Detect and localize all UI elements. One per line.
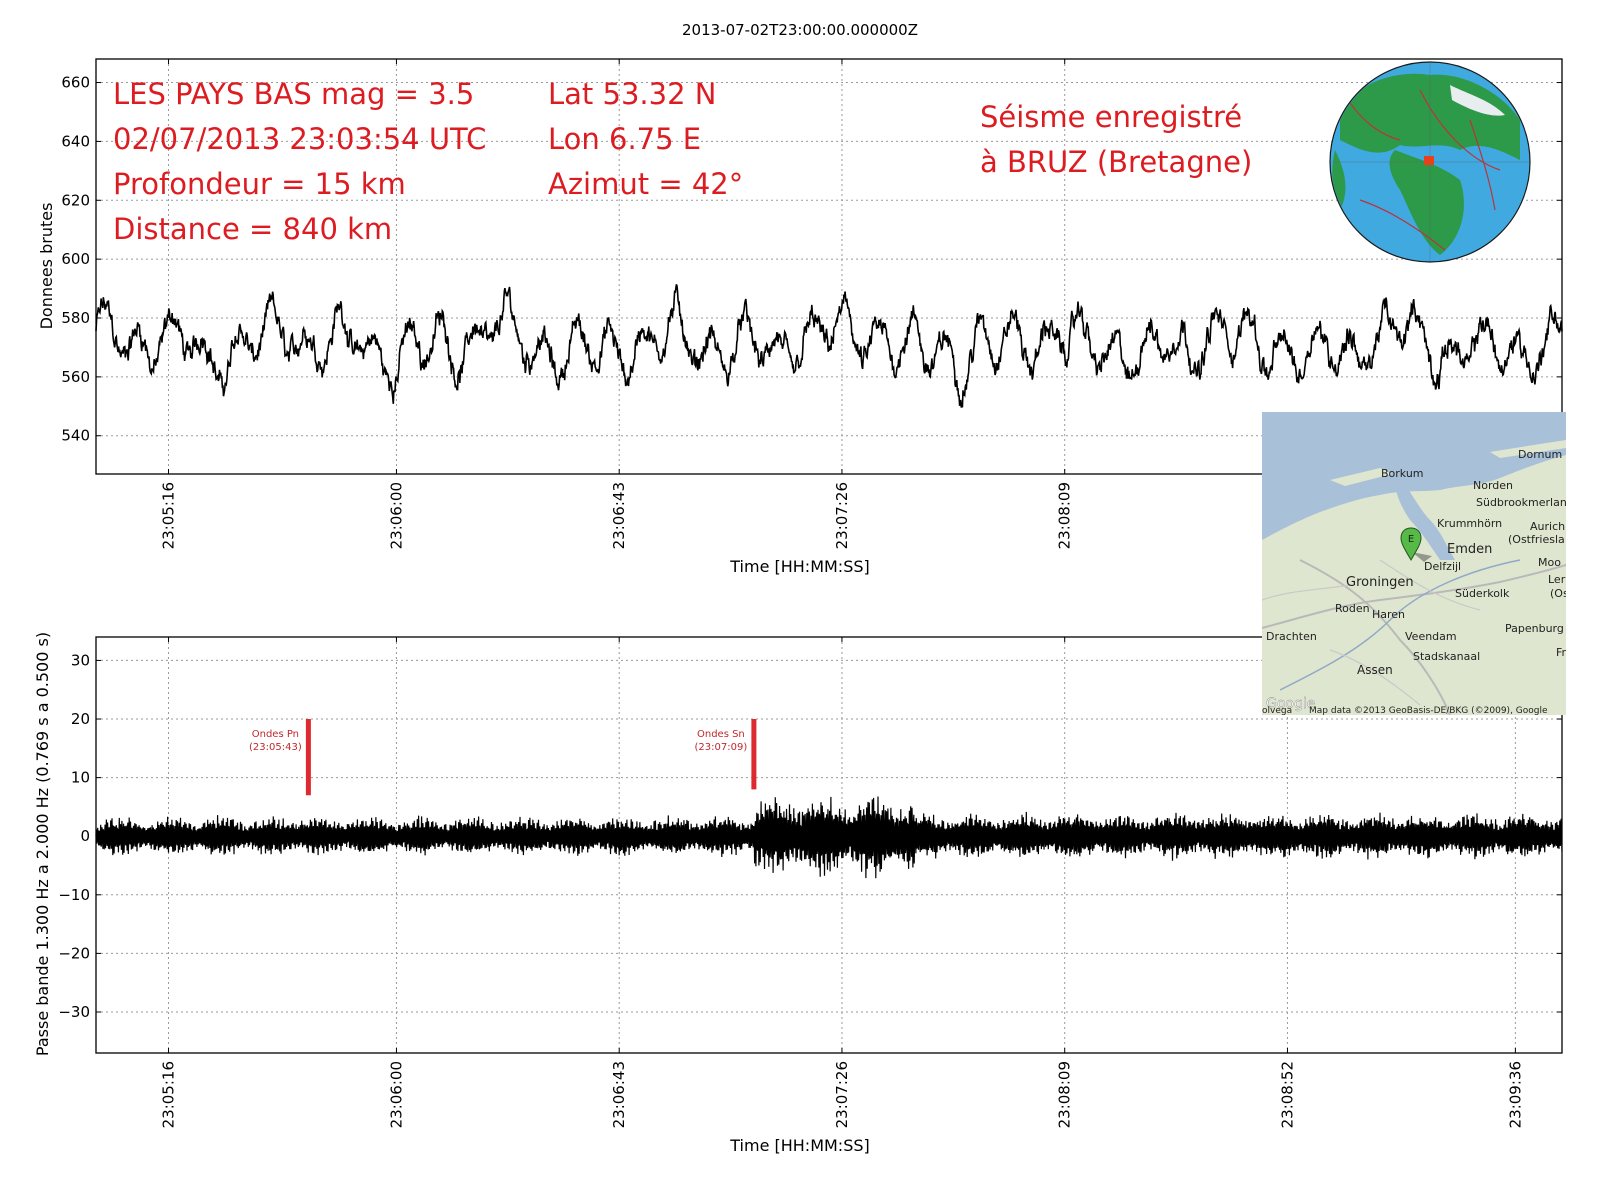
filtered-xlabel: Time [HH:MM:SS] [729, 1136, 870, 1155]
raw-ytick-label: 560 [61, 368, 90, 386]
raw-xtick-label: 23:08:09 [1056, 482, 1074, 549]
map-label-assen: Assen [1357, 663, 1393, 677]
filtered-xtick-label: 23:08:52 [1278, 1061, 1296, 1128]
map-label-emden: Emden [1447, 542, 1492, 557]
raw-trace [95, 284, 1563, 408]
map-label-ler: Ler [1548, 573, 1566, 586]
raw-xlabel: Time [HH:MM:SS] [729, 557, 870, 576]
map-label-haren: Haren [1372, 608, 1405, 621]
map-label-olvega: olvega [1262, 706, 1292, 716]
map-label-aurich: Aurich [1530, 520, 1565, 533]
lat-annotation: Lat 53.32 N [548, 77, 716, 111]
map-label-papenburg: Papenburg [1505, 622, 1564, 635]
map-label-fr: Fr [1556, 646, 1567, 659]
map-label-sudbrookmerland: Südbrookmerland [1476, 496, 1574, 509]
google-logo: Google [1266, 696, 1315, 712]
map-attribution: Map data ©2013 GeoBasis-DE/BKG (©2009), … [1309, 706, 1548, 716]
filtered-xtick-label: 23:07:26 [833, 1061, 851, 1128]
filtered-axes-frame [95, 636, 1563, 1054]
map-label-suderkolk: Süderkolk [1455, 587, 1510, 600]
map-pin-label: E [1408, 534, 1414, 545]
raw-ytick-label: 640 [61, 132, 90, 150]
map-label-ostfriesland: (Ostfriesla [1508, 533, 1565, 546]
raw-xtick-label: 23:06:00 [387, 482, 405, 549]
wave-marker-time: (23:07:09) [695, 742, 748, 753]
datetime-annotation: 02/07/2013 23:03:54 UTC [113, 122, 486, 156]
map-label-moo: Moo [1538, 556, 1561, 569]
filtered-xtick-label: 23:06:43 [610, 1061, 628, 1128]
map-label-delfzijl: Delfzijl [1424, 560, 1461, 573]
raw-ytick-label: 580 [61, 309, 90, 327]
filtered-ytick-label: 10 [71, 769, 90, 787]
depth-annotation: Profondeur = 15 km [113, 167, 406, 201]
globe-icon [1329, 61, 1531, 263]
filtered-xtick-label: 23:06:00 [387, 1061, 405, 1128]
raw-xticks: 23:05:16 23:06:00 23:06:43 23:07:26 23:08:09 [160, 59, 1074, 549]
wave-marker-name: Ondes Pn [252, 729, 299, 740]
map-place-labels: Borkum Dornum Norden Südbrookmerland Aur… [1266, 448, 1574, 677]
raw-xtick-label: 23:05:16 [160, 482, 178, 549]
map-label-stadskanaal: Stadskanaal [1413, 650, 1480, 663]
raw-ytick-label: 620 [61, 191, 90, 209]
filtered-ytick-label: −20 [58, 944, 90, 962]
filtered-xticks: 23:05:16 23:06:00 23:06:43 23:07:26 23:08:09… [160, 637, 1524, 1128]
filtered-ytick-label: −10 [58, 886, 90, 904]
map-label-groningen: Groningen [1346, 575, 1414, 590]
raw-xtick-label: 23:07:26 [833, 482, 851, 549]
event-annotation: LES PAYS BAS mag = 3.5 [113, 77, 474, 111]
filtered-trace [95, 796, 1563, 879]
station-annotation-line2: à BRUZ (Bretagne) [980, 145, 1252, 179]
wave-marker-time: (23:05:43) [249, 742, 302, 753]
map-label-borkum: Borkum [1381, 467, 1424, 480]
station-annotation-line1: Séisme enregistré [980, 100, 1242, 134]
filtered-ytick-label: 0 [80, 827, 90, 845]
azimuth-annotation: Azimut = 42° [548, 167, 743, 201]
filtered-ytick-label: 20 [71, 710, 90, 728]
wave-markers: Ondes Pn (23:05:43) Ondes Sn (23:07:09) [249, 719, 757, 796]
map-label-krummhorn: Krummhörn [1437, 517, 1502, 530]
epicenter-marker [1424, 156, 1434, 165]
map-label-os: (Os [1550, 587, 1569, 600]
raw-yticks: 540 560 580 600 620 640 660 [61, 74, 1562, 445]
map-label-veendam: Veendam [1405, 630, 1457, 643]
map-pin-icon: E [1400, 527, 1432, 562]
map-label-norden: Norden [1473, 479, 1513, 492]
inset-map: Borkum Dornum Norden Südbrookmerland Aur… [1262, 412, 1574, 716]
map-label-drachten: Drachten [1266, 630, 1317, 643]
filtered-xtick-label: 23:08:09 [1056, 1061, 1074, 1128]
lon-annotation: Lon 6.75 E [548, 122, 701, 156]
filtered-xtick-label: 23:05:16 [160, 1061, 178, 1128]
map-label-dornum: Dornum [1518, 448, 1562, 461]
raw-ytick-label: 540 [61, 427, 90, 445]
distance-annotation: Distance = 840 km [113, 212, 392, 246]
raw-ylabel: Donnees brutes [37, 203, 56, 330]
filtered-ytick-label: 30 [71, 651, 90, 669]
raw-ytick-label: 600 [61, 250, 90, 268]
map-label-roden: Roden [1335, 602, 1370, 615]
wave-marker-name: Ondes Sn [697, 729, 745, 740]
figure-title: 2013-07-02T23:00:00.000000Z [682, 21, 918, 39]
filtered-xtick-label: 23:09:36 [1506, 1061, 1524, 1128]
filtered-ylabel: Passe bande 1.300 Hz a 2.000 Hz (0.769 s… [33, 632, 52, 1056]
filtered-ytick-label: −30 [58, 1003, 90, 1021]
raw-axes-frame [95, 58, 1563, 475]
raw-xtick-label: 23:06:43 [610, 482, 628, 549]
raw-ytick-label: 660 [61, 74, 90, 92]
